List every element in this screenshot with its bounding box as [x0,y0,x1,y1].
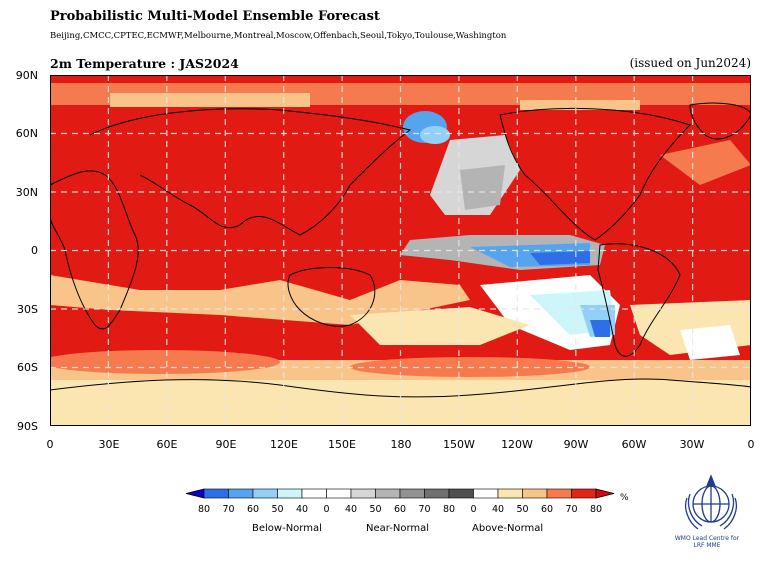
map-frame [50,75,751,426]
colorbar-cell [497,488,523,499]
lat-label-30n: 30N [15,186,38,199]
lat-label-30s: 30S [17,303,38,316]
colorbar-tick-label: 40 [295,504,309,515]
lon-label-180: 180 [390,438,412,451]
colorbar-cell [571,488,597,499]
coast-antarctica [50,378,751,398]
coast-asia [89,108,412,236]
colorbar-cell [203,488,229,499]
colorbar-arrow-right [595,488,615,499]
colorbar-tick-label: 50 [369,504,382,515]
colorbar-tick-label: 70 [418,504,431,515]
coast-north-america [499,107,691,241]
colorbar-cell [277,488,303,499]
colorbar-cell [228,488,254,499]
colorbar-cell [399,488,425,499]
variable-title: 2m Temperature : JAS2024 [50,56,239,71]
wmo-sub-label: LRF MME [693,542,721,549]
colorbar-cell [252,488,278,499]
lon-label-90e: 90E [215,438,237,451]
wmo-org-label: WMO Lead Centre for [674,535,740,542]
coast-australia [287,267,376,327]
colorbar-tick-label: 80 [442,504,456,515]
colorbar-tick-label: 60 [540,504,554,515]
colorbar-unit: % [620,493,629,503]
colorbar-cell [424,488,450,499]
colorbar-cell [350,488,376,499]
lon-label-0: 0 [46,438,54,451]
colorbar-tick-label: 70 [565,504,578,515]
lon-label-0-end: 0 [747,438,755,451]
issued-date: (issued on Jun2024) [629,56,751,70]
colorbar-cell [301,488,327,499]
lon-label-30w: 30W [679,438,705,451]
colorbar-tick-label: 40 [344,504,358,515]
lon-label-150e: 150E [328,438,356,451]
colorbar-tick-label: 40 [491,504,505,515]
colorbar-arrow-left [185,488,205,499]
model-list: Beijing,CMCC,CPTEC,ECMWF,Melbourne,Montr… [50,31,507,41]
colorbar-tick-label: 80 [197,504,211,515]
lon-label-150w: 150W [443,438,475,451]
chart-title: Probabilistic Multi-Model Ensemble Forec… [50,9,380,24]
colorbar-cell [546,488,572,499]
lat-label-60s: 60S [17,361,38,374]
lon-label-120e: 120E [270,438,298,451]
lat-label-90s: 90S [17,420,38,433]
colorbar-cell [473,488,499,499]
lon-label-60e: 60E [156,438,178,451]
colorbar-cell [375,488,401,499]
category-above-normal: Above-Normal [472,523,544,534]
lon-label-90w: 90W [563,438,589,451]
colorbar-tick-label: 0 [323,504,330,515]
lat-label-0: 0 [31,244,38,257]
colorbar-tick-label: 80 [589,504,603,515]
coast-south-america [597,243,681,357]
lon-label-60w: 60W [621,438,647,451]
lon-label-30e: 30E [98,438,120,451]
category-near-normal: Near-Normal [366,523,430,534]
category-below-normal: Below-Normal [252,523,322,534]
colorbar [185,488,615,499]
coast-greenland [689,102,751,140]
colorbar-tick-label: 70 [222,504,235,515]
wmo-logo [684,474,738,530]
lat-label-60n: 60N [15,127,38,140]
colorbar-tick-label: 0 [470,504,477,515]
colorbar-tick-label: 60 [393,504,407,515]
colorbar-cell [522,488,548,499]
colorbar-tick-label: 60 [246,504,260,515]
forecast-map [50,75,751,426]
colorbar-cell [448,488,474,499]
colorbar-cell [326,488,352,499]
lat-label-90n: 90N [15,69,38,82]
lon-label-120w: 120W [501,438,533,451]
colorbar-tick-label: 50 [516,504,529,515]
gridlines [50,75,751,426]
colorbar-tick-label: 50 [271,504,284,515]
